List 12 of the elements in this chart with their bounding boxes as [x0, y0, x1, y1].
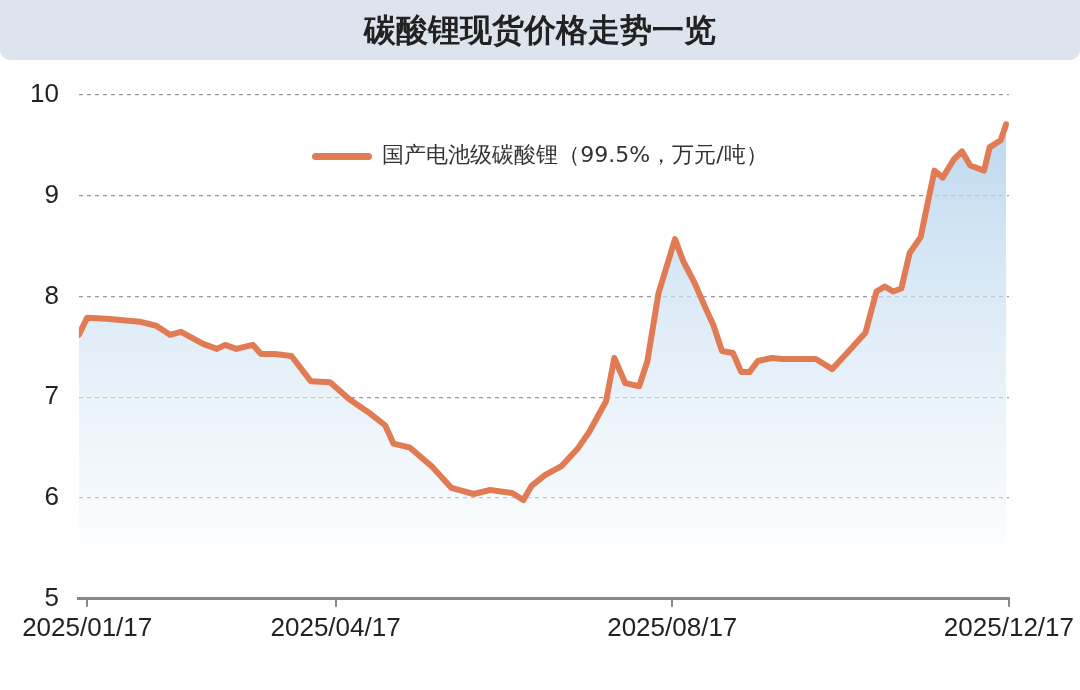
y-tick-label: 9 — [44, 178, 59, 209]
y-tick-label: 7 — [44, 380, 59, 411]
x-tick-label: 2025/12/17 — [943, 611, 1075, 642]
y-tick-label: 10 — [30, 78, 59, 109]
x-tick-label: 2025/01/17 — [22, 611, 153, 642]
y-tick-label: 5 — [44, 581, 59, 612]
y-tick-label: 8 — [44, 279, 59, 310]
legend-label: 国产电池级碳酸锂（99.5%，万元/吨） — [381, 142, 768, 167]
y-tick-label: 6 — [44, 481, 59, 512]
x-tick-label: 2025/08/17 — [607, 611, 738, 642]
x-tick-label: 2025/04/17 — [270, 611, 401, 642]
chart-title: 碳酸锂现货价格走势一览 — [0, 0, 1080, 60]
